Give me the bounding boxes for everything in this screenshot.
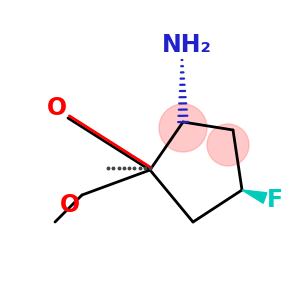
Text: F: F <box>267 188 283 212</box>
Text: O: O <box>47 96 67 120</box>
Circle shape <box>159 104 207 152</box>
Circle shape <box>207 124 249 166</box>
Text: O: O <box>60 193 80 217</box>
Polygon shape <box>242 190 267 203</box>
Text: NH₂: NH₂ <box>162 33 212 57</box>
